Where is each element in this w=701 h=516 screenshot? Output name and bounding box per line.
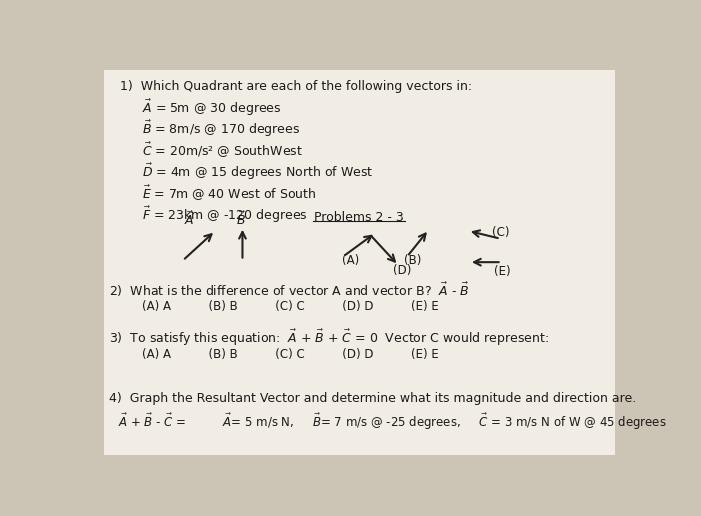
Text: $\vec{C}$ = 20m/s² @ SouthWest: $\vec{C}$ = 20m/s² @ SouthWest: [142, 140, 303, 160]
Text: (E): (E): [494, 265, 510, 278]
Text: $\vec{B}$ = 8m/s @ 170 degrees: $\vec{B}$ = 8m/s @ 170 degrees: [142, 119, 300, 139]
Text: 3)  To satisfy this equation:  $\vec{A}$ + $\vec{B}$ + $\vec{C}$ = 0  Vector C w: 3) To satisfy this equation: $\vec{A}$ +…: [109, 328, 550, 348]
Text: $\vec{E}$ = 7m @ 40 West of South: $\vec{E}$ = 7m @ 40 West of South: [142, 184, 316, 203]
Text: (A) A          (B) B          (C) C          (D) D          (E) E: (A) A (B) B (C) C (D) D (E) E: [142, 348, 439, 361]
Text: 4)  Graph the Resultant Vector and determine what its magnitude and direction ar: 4) Graph the Resultant Vector and determ…: [109, 393, 637, 406]
Text: (A): (A): [342, 254, 359, 267]
Text: $\vec{D}$ = 4m @ 15 degrees North of West: $\vec{D}$ = 4m @ 15 degrees North of Wes…: [142, 162, 373, 182]
Text: $\vec{F}$ = 23km @ -120 degrees: $\vec{F}$ = 23km @ -120 degrees: [142, 205, 308, 225]
Text: 2)  What is the difference of vector A and vector B?  $\vec{A}$ - $\vec{B}$: 2) What is the difference of vector A an…: [109, 281, 470, 299]
Text: 1)  Which Quadrant are each of the following vectors in:: 1) Which Quadrant are each of the follow…: [121, 80, 472, 93]
Text: (A) A          (B) B          (C) C          (D) D          (E) E: (A) A (B) B (C) C (D) D (E) E: [142, 299, 439, 313]
Text: $\vec{A}$ + $\vec{B}$ - $\vec{C}$ =          $\vec{A}$= 5 m/s N,     $\vec{B}$= : $\vec{A}$ + $\vec{B}$ - $\vec{C}$ = $\ve…: [118, 412, 666, 432]
Text: $\vec{B}$: $\vec{B}$: [236, 211, 246, 228]
Text: (B): (B): [404, 254, 422, 267]
Text: (D): (D): [393, 264, 411, 277]
FancyBboxPatch shape: [104, 70, 615, 455]
Text: (C): (C): [492, 225, 510, 239]
Text: $\vec{A}$ = 5m @ 30 degrees: $\vec{A}$ = 5m @ 30 degrees: [142, 98, 281, 118]
Text: $\vec{A}$: $\vec{A}$: [184, 211, 195, 228]
Text: Problems 2 - 3: Problems 2 - 3: [314, 211, 404, 224]
